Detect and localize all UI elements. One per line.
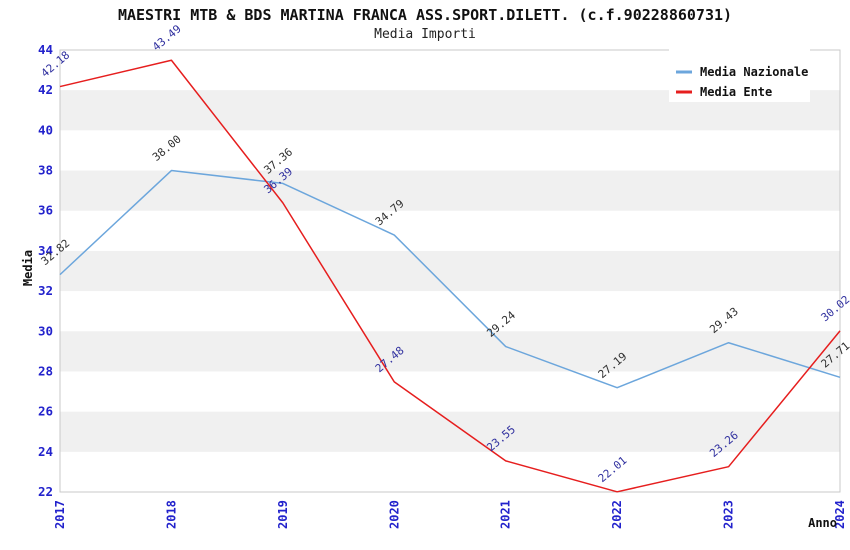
x-tick-label: 2024: [833, 500, 847, 529]
plot-band: [60, 250, 840, 292]
y-tick-label: 24: [38, 444, 53, 459]
chart-title: MAESTRI MTB & BDS MARTINA FRANCA ASS.SPO…: [117, 6, 733, 24]
x-tick-label: 2020: [387, 500, 401, 529]
x-tick-label: 2017: [53, 500, 67, 529]
y-tick-label: 32: [38, 283, 53, 298]
x-tick-label: 2021: [499, 500, 513, 529]
y-tick-label: 28: [38, 363, 53, 378]
chart-subtitle: Media Importi: [374, 27, 476, 42]
y-tick-label: 40: [38, 122, 53, 137]
y-tick-label: 36: [38, 203, 53, 218]
legend-label-media-nazionale: Media Nazionale: [700, 65, 808, 79]
plot-band: [60, 170, 840, 211]
x-tick-label: 2022: [610, 500, 624, 529]
y-tick-label: 26: [38, 404, 53, 419]
data-point-label: 43.49: [150, 22, 184, 53]
plot-border: [59, 49, 841, 493]
data-point-label: 30.02: [819, 293, 850, 324]
x-axis-title: Anno: [808, 516, 837, 530]
series-line-media-ente: [59, 59, 841, 493]
legend-label-media-ente: Media Ente: [700, 85, 772, 99]
y-tick-label: 22: [38, 484, 53, 499]
x-tick-label: 2023: [722, 500, 736, 529]
plot-band: [60, 411, 840, 452]
x-tick-label: 2018: [164, 500, 178, 529]
y-tick-label: 38: [38, 163, 53, 178]
y-axis-title: Media: [21, 250, 35, 286]
legend-box: [669, 46, 810, 102]
plot-band: [60, 331, 840, 372]
x-tick-label: 2019: [276, 500, 290, 529]
data-point-label: 38.00: [150, 133, 184, 164]
series-line-media-nazionale: [59, 169, 841, 389]
y-tick-label: 42: [38, 82, 53, 97]
data-point-label: 22.01: [596, 454, 630, 485]
y-tick-label: 44: [38, 42, 53, 57]
y-tick-label: 34: [38, 243, 53, 258]
y-tick-label: 30: [38, 323, 53, 338]
